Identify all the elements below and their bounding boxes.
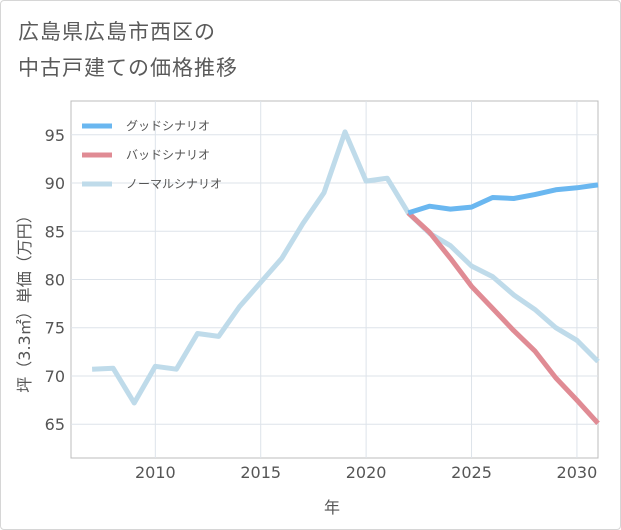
y-tick-label: 70 xyxy=(45,367,65,386)
legend-label-bad: バッドシナリオ xyxy=(126,148,210,162)
y-tick-label: 65 xyxy=(45,415,65,434)
chart-title: 広島県広島市西区の 中古戸建ての価格推移 xyxy=(18,14,238,86)
y-tick-label: 75 xyxy=(45,319,65,338)
x-tick-label: 2020 xyxy=(346,463,387,482)
y-tick-label: 85 xyxy=(45,222,65,241)
series-line-bad xyxy=(406,211,600,425)
y-tick-label: 90 xyxy=(45,174,65,193)
x-tick-label: 2025 xyxy=(451,463,492,482)
y-tick-label: 80 xyxy=(45,271,65,290)
x-tick-label: 2015 xyxy=(240,463,281,482)
y-tick-label: 95 xyxy=(45,126,65,145)
y-axis-label: 坪（3.3㎡）単価（万円） xyxy=(15,207,34,392)
legend-label-normal: ノーマルシナリオ xyxy=(126,177,222,191)
grid-lines xyxy=(71,101,598,458)
tick-labels: 2010 2015 2020 2025 2030 65 70 75 80 85 90 95 xyxy=(45,126,598,482)
series-line-good xyxy=(407,182,599,216)
x-tick-label: 2030 xyxy=(557,463,598,482)
legend-label-good: グッドシナリオ xyxy=(126,119,210,133)
x-tick-label: 2010 xyxy=(135,463,176,482)
series-line-normal xyxy=(91,129,600,406)
x-axis-label: 年 xyxy=(324,498,340,517)
title-line-2: 中古戸建ての価格推移 xyxy=(18,56,238,80)
title-line-1: 広島県広島市西区の xyxy=(18,20,216,44)
series-lines xyxy=(91,129,600,425)
